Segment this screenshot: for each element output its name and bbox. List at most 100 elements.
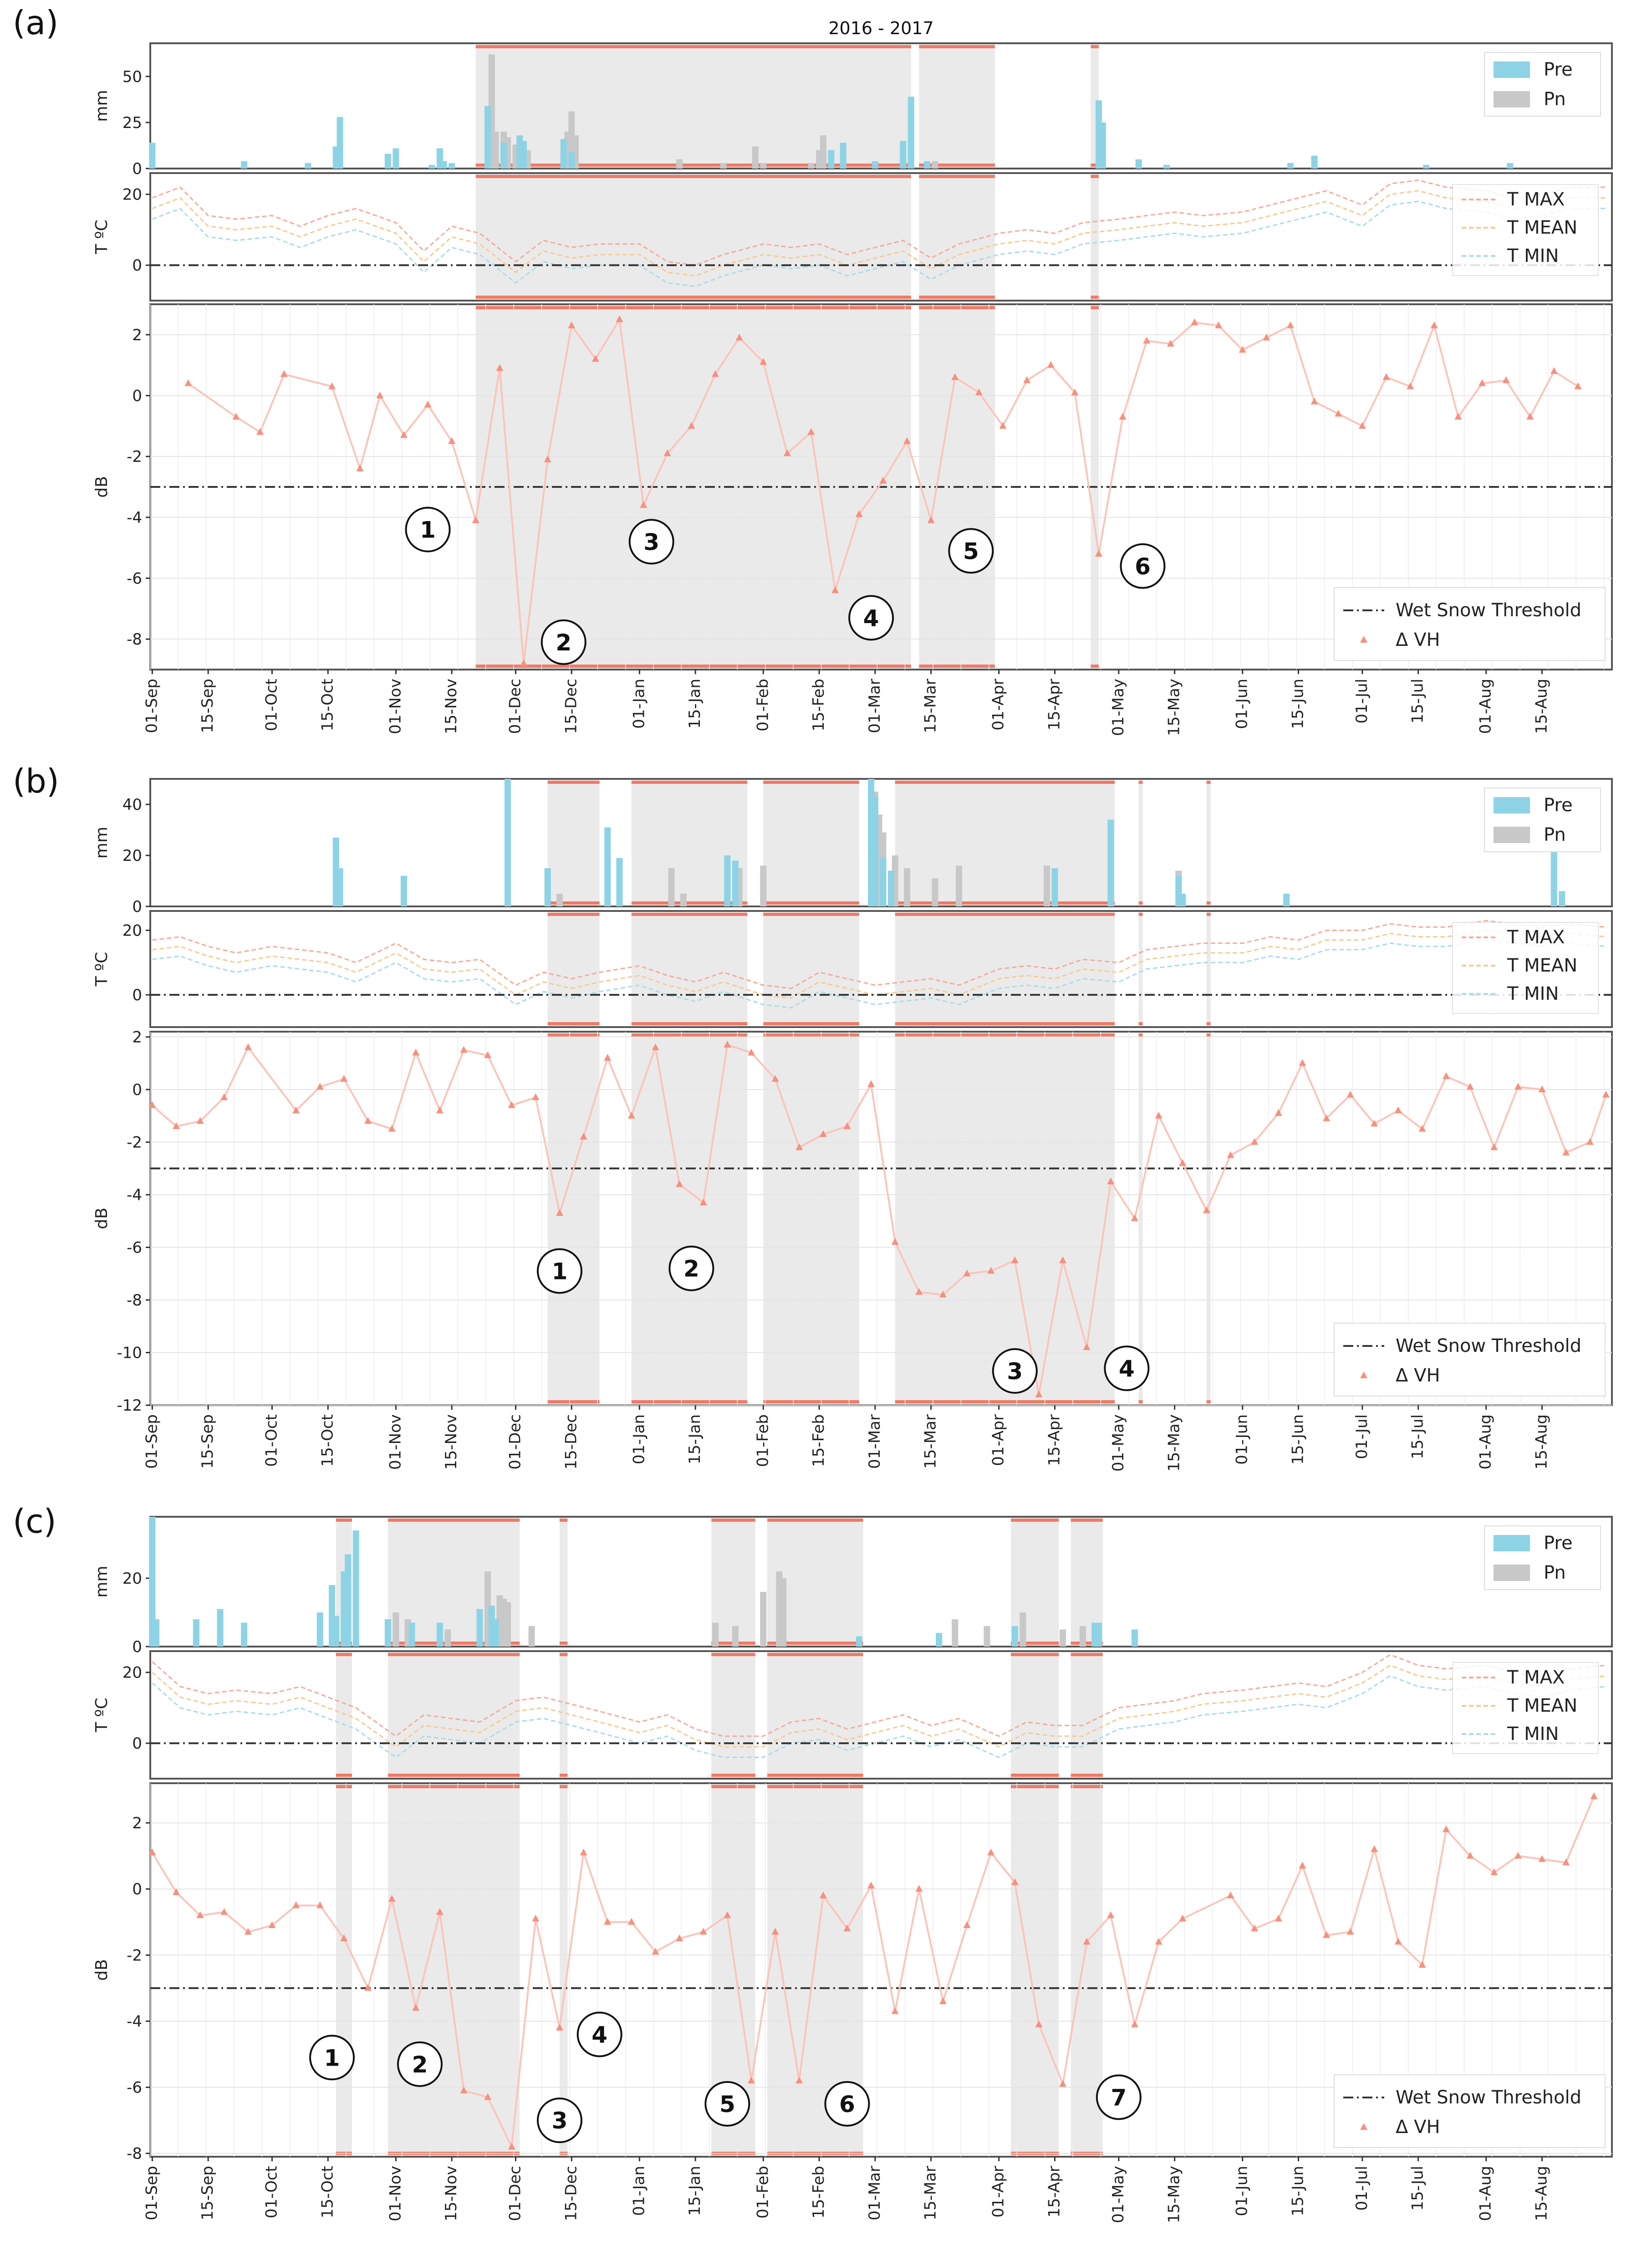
snow-period-shade xyxy=(547,1033,600,1404)
pre-bar xyxy=(1095,1622,1102,1647)
tmax-line xyxy=(152,1654,1606,1737)
pre-bar xyxy=(337,117,343,169)
legend-pre-swatch xyxy=(1494,797,1530,813)
event-marker-label: 3 xyxy=(643,529,659,555)
pre-bar xyxy=(1507,163,1514,169)
delta-vh-point xyxy=(1131,2020,1138,2027)
delta-vh-point xyxy=(843,1924,851,1932)
snow-flag-top xyxy=(559,1519,568,1522)
pre-bar xyxy=(828,150,835,169)
legend-temp-label: T MEAN xyxy=(1507,955,1577,976)
snow-period-shade xyxy=(895,780,1115,906)
pn-bar xyxy=(932,878,938,906)
snow-flag-top xyxy=(631,781,748,784)
snow-flag-bottom xyxy=(388,1642,520,1645)
delta-vh-point xyxy=(676,1180,683,1187)
snow-flag-bottom xyxy=(763,901,859,905)
delta-vh-point xyxy=(244,1928,252,1935)
legend-pre-swatch xyxy=(1494,1535,1530,1551)
pre-bar xyxy=(217,1609,224,1647)
delta-vh-point xyxy=(1299,1862,1306,1869)
panel-title: 2016 - 2017 xyxy=(828,18,933,38)
x-tick-label: 15-Oct xyxy=(318,2166,337,2218)
snow-flag-bottom xyxy=(631,1022,748,1025)
delta-vh-point xyxy=(867,1080,875,1087)
delta-vh-point xyxy=(1299,1059,1306,1066)
delta-vh-point xyxy=(1059,1256,1067,1264)
delta-vh-line xyxy=(151,1796,1595,2150)
x-tick-label: 15-May xyxy=(1165,1414,1183,1472)
snow-flag-bottom xyxy=(547,1022,600,1025)
delta-vh-point xyxy=(484,1051,492,1058)
delta-vh-point xyxy=(915,1885,923,1892)
snow-flag-bottom xyxy=(631,901,748,905)
delta-vh-point xyxy=(604,1054,612,1061)
precip-subplot: 0 25 50 mm Pre Pn xyxy=(92,42,1613,178)
snow-flag-bottom xyxy=(336,1774,352,1777)
delta-vh-point xyxy=(148,1848,156,1856)
snow-flag-top xyxy=(388,1653,520,1656)
delta-vh-point xyxy=(867,1881,875,1888)
snow-flag-top xyxy=(1138,781,1143,784)
event-marker-circle xyxy=(1096,2074,1142,2120)
event-marker-circle xyxy=(668,1245,714,1291)
delta-vh-point xyxy=(1155,1938,1163,1945)
event-marker-circle xyxy=(540,619,586,665)
event-marker-circle xyxy=(848,595,894,641)
vh-subplot: -8 -6 -4 -2 0 2 dB 1 2 3 4 5 6 7 Wet Snow Threshold Δ V… xyxy=(92,1782,1613,2163)
delta-vh-point xyxy=(1322,1931,1330,1938)
legend-vh-label: Δ VH xyxy=(1396,2117,1440,2138)
delta-vh-point xyxy=(460,1046,468,1053)
snow-period-shade xyxy=(559,1784,568,2156)
delta-vh-point xyxy=(1179,1914,1187,1922)
snow-flag-bottom xyxy=(1091,164,1099,167)
snow-period-shade xyxy=(763,1033,859,1404)
pn-bar xyxy=(952,1619,959,1647)
pre-bar xyxy=(604,827,611,906)
x-tick-label: 15-Jan xyxy=(686,1414,704,1464)
pre-bar xyxy=(149,1517,156,1647)
delta-vh-point xyxy=(496,364,504,371)
snow-flag-top xyxy=(767,1653,863,1656)
event-marker-circle xyxy=(397,2041,443,2087)
event-marker-label: 6 xyxy=(1135,553,1151,580)
temp-ylabel: T ºC xyxy=(92,1698,111,1733)
delta-vh-point xyxy=(1263,333,1270,341)
pre-bar xyxy=(193,1619,199,1647)
delta-vh-point xyxy=(364,1984,372,1991)
snow-period-shade xyxy=(1206,780,1211,906)
delta-vh-point xyxy=(783,449,791,456)
x-tick-label: 01-Apr xyxy=(989,2166,1008,2218)
legend-pn-swatch xyxy=(1494,1565,1530,1581)
legend-pre-label: Pre xyxy=(1544,59,1573,80)
event-marker-label: 2 xyxy=(412,2051,428,2078)
temp-subplot: 0 20 T ºC T MAX T MEAN T MIN xyxy=(92,910,1613,1028)
snow-flag-bottom xyxy=(388,1774,520,1777)
delta-vh-point xyxy=(580,1848,587,1856)
pn-bar xyxy=(732,1626,739,1647)
pre-bar xyxy=(616,858,623,906)
pn-bar xyxy=(720,163,727,169)
delta-vh-point xyxy=(1371,1120,1378,1127)
panel-letter: (b) xyxy=(13,762,59,800)
x-tick-label: 01-May xyxy=(1109,1414,1127,1472)
delta-vh-point xyxy=(652,1948,659,1955)
x-tick-label: 15-Mar xyxy=(922,679,940,733)
delta-vh-point xyxy=(364,1117,372,1124)
delta-vh-point xyxy=(652,1043,659,1050)
pn-bar xyxy=(556,894,563,906)
delta-vh-point xyxy=(712,370,719,377)
pn-bar xyxy=(760,1592,767,1647)
snow-flag-top xyxy=(475,45,911,48)
x-tick-label: 15-Jun xyxy=(1289,2166,1307,2216)
tmin-line xyxy=(152,1675,1606,1759)
snow-period-shade xyxy=(388,1784,520,2156)
y-tick-label: -4 xyxy=(127,2012,142,2031)
snow-period-shade xyxy=(763,912,859,1026)
delta-vh-point xyxy=(388,1894,396,1902)
snow-period-shade xyxy=(919,174,995,300)
delta-vh-point xyxy=(268,1921,276,1929)
snow-flag-bottom xyxy=(1011,1642,1059,1645)
snow-flag-top xyxy=(919,175,995,178)
